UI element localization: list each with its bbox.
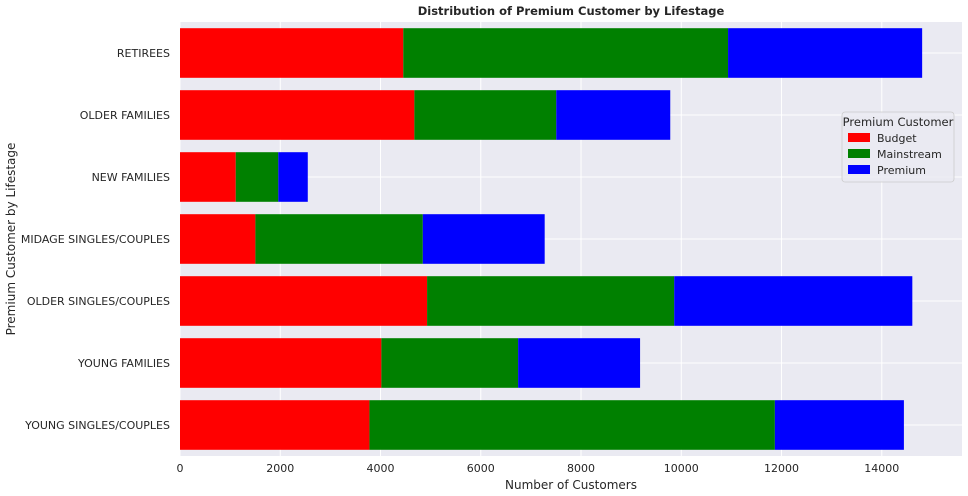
bar-mainstream-new-families: [235, 152, 279, 202]
legend-label-mainstream: Mainstream: [877, 148, 942, 161]
y-tick-label: YOUNG FAMILIES: [77, 357, 170, 370]
legend-swatch-budget: [848, 133, 870, 142]
y-axis-label: Premium Customer by Lifestage: [4, 143, 18, 336]
x-tick-label: 8000: [567, 462, 595, 475]
y-tick-label: OLDER FAMILIES: [80, 109, 170, 122]
legend-frame: [841, 111, 955, 183]
bar-mainstream-midage-singles-couples: [255, 214, 423, 264]
bar-budget-young-families: [180, 338, 382, 388]
bar-mainstream-retirees: [403, 28, 729, 78]
x-tick-label: 0: [177, 462, 184, 475]
bar-premium-young-families: [518, 338, 641, 388]
bar-budget-older-singles-couples: [180, 276, 428, 326]
x-tick-label: 14000: [864, 462, 899, 475]
legend-label-premium: Premium: [877, 164, 926, 177]
x-tick-label: 4000: [367, 462, 395, 475]
bar-mainstream-young-singles-couples: [369, 400, 775, 450]
x-axis-label: Number of Customers: [505, 478, 637, 492]
bar-mainstream-young-families: [381, 338, 519, 388]
bar-budget-midage-singles-couples: [180, 214, 256, 264]
legend-items: Budget Mainstream Premium: [848, 132, 942, 177]
bars: [180, 28, 923, 450]
bar-budget-older-families: [180, 90, 415, 140]
legend: Premium Customer Budget Mainstream Premium: [841, 111, 955, 183]
y-axis-ticks: RETIREES OLDER FAMILIES NEW FAMILIES MIDAGE…: [21, 47, 170, 432]
y-tick-label: YOUNG SINGLES/COUPLES: [24, 419, 170, 432]
bar-premium-new-families: [278, 152, 308, 202]
y-tick-label: NEW FAMILIES: [92, 171, 170, 184]
bar-budget-young-singles-couples: [180, 400, 370, 450]
y-tick-label: RETIREES: [117, 47, 170, 60]
legend-title: Premium Customer: [843, 115, 954, 129]
x-tick-label: 2000: [266, 462, 294, 475]
x-tick-label: 6000: [467, 462, 495, 475]
bar-budget-retirees: [180, 28, 404, 78]
bar-premium-retirees: [728, 28, 923, 78]
x-axis-ticks: 0 2000 4000 6000 8000 10000 12000 14000: [177, 462, 900, 475]
bar-premium-young-singles-couples: [774, 400, 904, 450]
legend-swatch-mainstream: [848, 149, 870, 158]
bar-premium-midage-singles-couples: [422, 214, 545, 264]
y-tick-label: OLDER SINGLES/COUPLES: [27, 295, 170, 308]
bar-mainstream-older-singles-couples: [427, 276, 675, 326]
x-tick-label: 12000: [764, 462, 799, 475]
y-tick-label: MIDAGE SINGLES/COUPLES: [21, 233, 170, 246]
chart-title: Distribution of Premium Customer by Life…: [418, 4, 725, 18]
bar-budget-new-families: [180, 152, 236, 202]
legend-swatch-premium: [848, 165, 870, 174]
bar-premium-older-singles-couples: [674, 276, 913, 326]
bar-mainstream-older-families: [414, 90, 557, 140]
bar-premium-older-families: [556, 90, 671, 140]
x-tick-label: 10000: [664, 462, 699, 475]
legend-label-budget: Budget: [877, 132, 917, 145]
